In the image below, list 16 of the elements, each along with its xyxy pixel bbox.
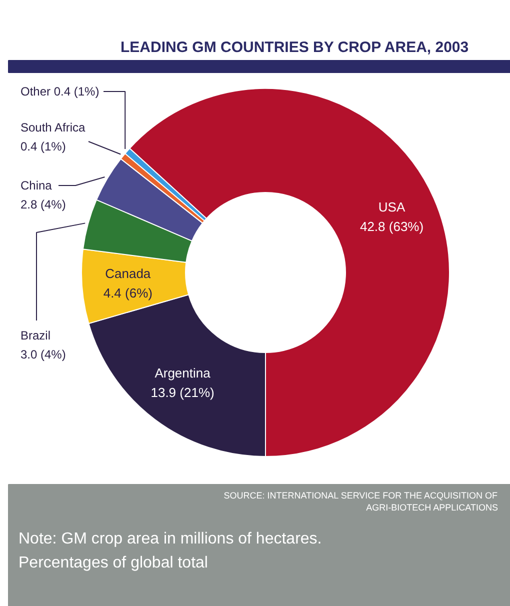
data-label: 2.8 (4%) <box>20 197 66 212</box>
text: Note: GM crop area in millions of hectares. Percentages of global total <box>18 530 322 572</box>
slice-label: Other 0.4 (1%) <box>20 84 100 98</box>
chart-title: LEADING GM COUNTRIES BY CROP AREA, 2003 <box>120 39 469 56</box>
data-label: 3.0 (4%) <box>20 347 66 362</box>
slice-label: China <box>20 178 52 192</box>
slice-label: Brazil <box>20 328 51 342</box>
slice-label: South Africa <box>20 120 86 134</box>
data-label: 4.4 (6%) <box>103 285 152 300</box>
source-note: SOURCE: INTERNATIONAL SERVICE FOR THE ACQUISITION OF AGRI-BIOTECH APPLICATIONS <box>224 490 498 512</box>
slice-label: Argentina <box>154 366 212 381</box>
data-label: 42.8 (63%) <box>360 219 424 234</box>
slice-label: Canada <box>105 266 152 281</box>
slice-label: USA <box>378 200 406 215</box>
data-label: 0.4 (1%) <box>20 139 66 154</box>
data-label: 13.9 (21%) <box>150 385 214 400</box>
